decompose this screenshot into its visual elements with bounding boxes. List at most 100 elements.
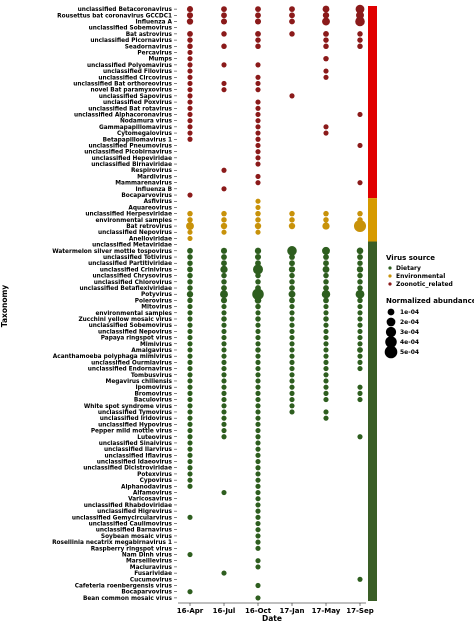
data-point	[187, 272, 193, 279]
data-point	[221, 335, 227, 341]
taxon-label: unclassified Endornavirus	[88, 367, 173, 373]
data-point	[255, 409, 261, 415]
data-point	[221, 489, 227, 496]
data-point	[289, 322, 295, 328]
data-point	[357, 384, 363, 390]
taxon-label: unclassified Gemycircularvirus	[72, 515, 173, 521]
data-point	[220, 247, 228, 254]
data-point	[323, 217, 329, 223]
data-point	[323, 335, 329, 341]
data-point	[255, 539, 261, 545]
data-point	[255, 489, 261, 496]
legend-size-dot	[385, 336, 397, 348]
data-point	[289, 217, 295, 223]
data-point	[254, 253, 262, 261]
data-point	[323, 304, 329, 310]
data-point	[187, 235, 193, 241]
data-point	[289, 372, 295, 378]
data-point	[289, 260, 295, 267]
taxon-label: Soybean mosaic virus	[101, 534, 173, 540]
data-point	[187, 372, 193, 378]
taxon-label: unclassified Partitiviridae	[88, 261, 172, 267]
legend-source-dot	[388, 282, 392, 286]
taxon-label: Betapapillomavirus 1	[103, 137, 172, 143]
data-point	[255, 508, 261, 514]
legend-source-dot	[388, 266, 392, 270]
data-point	[187, 304, 193, 310]
data-point	[322, 222, 330, 230]
x-axis-title: Date	[262, 614, 282, 623]
taxon-label: Alphanodavirus	[121, 484, 173, 490]
data-point	[255, 204, 261, 211]
data-point	[357, 254, 363, 260]
data-point	[187, 440, 193, 446]
data-point	[254, 247, 262, 254]
data-point	[357, 37, 363, 43]
data-point	[255, 372, 261, 378]
data-point	[289, 378, 295, 384]
taxon-label: unclassified Iflavirus	[105, 453, 173, 459]
data-point	[254, 297, 262, 304]
taxon-label: Nodamura virus	[120, 119, 173, 125]
data-point	[221, 384, 227, 390]
data-point	[357, 434, 363, 440]
data-point	[187, 68, 193, 74]
data-point	[255, 483, 261, 489]
taxon-label: Cafeteria roenbergensis virus	[75, 584, 173, 590]
data-point	[323, 322, 329, 328]
data-point	[357, 279, 363, 285]
legend-size-label: 5e-04	[400, 349, 419, 356]
data-point	[357, 366, 363, 372]
data-point	[357, 43, 363, 50]
x-tick-label: 17-May	[312, 607, 341, 615]
taxon-label: Mumps	[148, 57, 172, 63]
data-point	[289, 6, 295, 13]
data-point	[187, 279, 193, 285]
taxon-label: Percavirus	[137, 50, 172, 56]
taxon-label: Polerovirus	[135, 298, 173, 304]
data-point	[357, 316, 363, 322]
source-bar-segment	[368, 6, 377, 199]
taxon-label: Tombusvirus	[131, 373, 173, 379]
data-point	[357, 180, 363, 186]
taxon-label: Megavirus chiliensis	[106, 379, 173, 385]
data-point	[255, 155, 261, 161]
data-point	[220, 290, 228, 299]
taxon-label: Acanthamoeba polyphaga mimivirus	[53, 354, 173, 360]
data-point	[255, 43, 261, 50]
legend-size-dot	[386, 317, 396, 327]
legend-source-label: Environmental	[396, 273, 445, 280]
data-point	[221, 80, 227, 87]
data-point	[353, 219, 367, 233]
data-point	[220, 265, 228, 274]
data-point	[323, 210, 329, 217]
data-point	[221, 359, 227, 365]
data-point	[187, 87, 193, 93]
data-point	[255, 322, 261, 328]
legend-source-title: Virus source	[386, 254, 435, 262]
data-point	[187, 99, 193, 105]
data-point	[187, 446, 193, 452]
data-point	[221, 347, 227, 353]
taxon-label: unclassified Poxvirus	[103, 100, 173, 106]
data-point	[288, 290, 296, 298]
data-point	[357, 260, 363, 266]
data-point	[323, 316, 329, 322]
data-point	[357, 297, 363, 304]
taxon-label: Cucumovirus	[130, 577, 173, 583]
data-point	[187, 514, 193, 520]
data-point	[289, 93, 295, 99]
data-point	[323, 378, 329, 384]
data-point	[187, 477, 193, 483]
data-point	[255, 353, 261, 359]
data-point	[322, 17, 330, 26]
taxon-label: Bat astrovirus	[126, 32, 173, 38]
data-point	[255, 335, 261, 341]
data-point	[255, 279, 261, 285]
legend-size-dot	[384, 345, 398, 359]
data-point	[186, 12, 194, 19]
taxon-label: Seadornavirus	[125, 44, 173, 50]
data-point	[289, 341, 295, 347]
